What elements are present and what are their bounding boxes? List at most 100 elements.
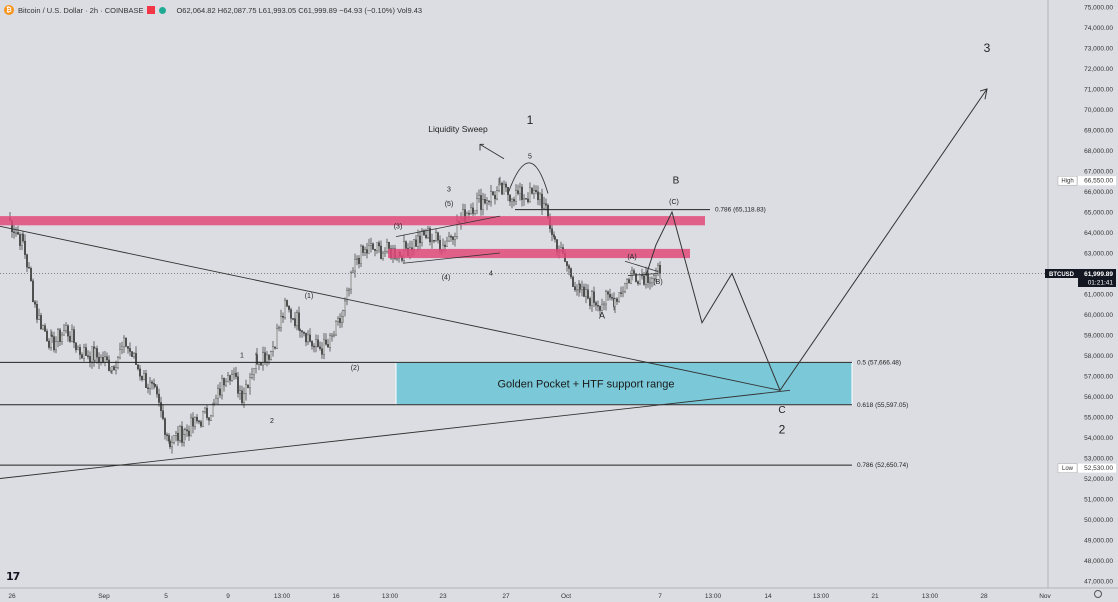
candle-body [128, 348, 131, 352]
candle-body [653, 275, 656, 279]
candle-body [276, 328, 279, 349]
candle-body [114, 367, 117, 371]
candle-body [378, 242, 381, 247]
candle-body [331, 335, 334, 337]
candle-body [66, 325, 69, 337]
candle-body [311, 341, 314, 347]
fib-label-0618: 0.618 (55,597.05) [857, 402, 908, 409]
tradingview-logo-icon[interactable]: 17 [6, 570, 20, 583]
symbol-title[interactable]: Bitcoin / U.S. Dollar · 2h · COINBASE [18, 5, 144, 15]
candle-body [132, 353, 135, 357]
candle-body [529, 187, 532, 203]
candle-body [36, 304, 39, 320]
candle-body [250, 374, 253, 378]
candle-body [348, 288, 351, 291]
candle-body [42, 325, 45, 330]
candle-body [26, 254, 29, 268]
flag-icon[interactable] [147, 6, 156, 14]
candle-body [339, 318, 342, 323]
time-tick: 5 [164, 593, 168, 600]
wave-top-arc [507, 162, 549, 194]
candle-body [70, 329, 73, 342]
candle-body [63, 330, 66, 336]
symbol-tag-box [1045, 269, 1078, 279]
candle-body [431, 239, 434, 243]
wave-label-9: 1 [240, 353, 244, 360]
candle-body [118, 349, 121, 358]
candle-body [368, 245, 371, 254]
candle-body [537, 191, 540, 200]
time-tick: 7 [658, 593, 662, 600]
candle-body [209, 415, 212, 421]
candle-body [93, 348, 96, 361]
candle-body [321, 348, 324, 355]
wave-label-14: B [673, 175, 680, 186]
price-tick: 49,000.00 [1084, 538, 1113, 545]
candle-body [120, 346, 123, 350]
candle-body [286, 300, 289, 307]
fib-label-05: 0.5 (57,666.48) [857, 359, 901, 366]
candle-body [274, 346, 277, 349]
candle-body [88, 356, 91, 363]
high-tag: High [1061, 179, 1073, 185]
candle-body [444, 244, 447, 247]
candle-body [272, 346, 275, 353]
candle-body [48, 340, 51, 348]
time-tick: 13:00 [382, 593, 399, 600]
candle-body [122, 337, 125, 348]
candle-body [148, 381, 151, 389]
candle-body [517, 190, 520, 194]
candle-body [185, 429, 188, 432]
time-tick: 9 [226, 593, 230, 600]
candle-body [309, 334, 312, 342]
candle-body [78, 347, 81, 355]
price-tick: 59,000.00 [1084, 333, 1113, 340]
candle-body [593, 291, 596, 303]
candle-body [193, 416, 196, 427]
time-tick: Nov [1039, 593, 1051, 600]
candle-body [356, 258, 359, 260]
time-tick: 27 [502, 593, 510, 600]
candle-body [597, 305, 600, 307]
candle-body [649, 282, 652, 284]
candle-body [568, 265, 571, 269]
candle-body [157, 393, 160, 403]
candle-body [618, 292, 621, 302]
candle-body [583, 286, 586, 297]
candle-body [211, 403, 214, 417]
candle-body [307, 334, 310, 343]
price-tick: 51,000.00 [1084, 497, 1113, 504]
candle-body [601, 304, 604, 311]
candle-body [17, 232, 20, 235]
candle-body [317, 339, 320, 347]
gear-icon[interactable] [1094, 590, 1102, 598]
projection-path [645, 88, 988, 392]
candle-body [256, 354, 259, 365]
time-tick: 13:00 [813, 593, 830, 600]
candle-body [270, 351, 273, 360]
candle-body [142, 373, 145, 380]
candle-body [244, 384, 247, 394]
candle-body [384, 251, 387, 254]
candle-body [651, 278, 654, 283]
resistance-zone-upper [0, 216, 705, 226]
time-tick: Oct [561, 593, 571, 600]
candle-body [168, 440, 171, 448]
candle-body [496, 190, 499, 200]
price-tick: 61,000.00 [1084, 292, 1113, 299]
candle-body [82, 347, 85, 359]
candle-body [572, 276, 575, 287]
candle-body [386, 241, 389, 252]
candle-body [647, 273, 650, 283]
candle-body [611, 297, 614, 299]
time-tick: 26 [8, 593, 16, 600]
candle-body [498, 184, 501, 191]
candle-body [413, 239, 416, 251]
candle-body [421, 230, 424, 244]
candle-body [626, 279, 629, 284]
time-tick: 13:00 [705, 593, 722, 600]
bitcoin-icon: ₿ [4, 5, 14, 15]
candle-body [620, 292, 623, 294]
